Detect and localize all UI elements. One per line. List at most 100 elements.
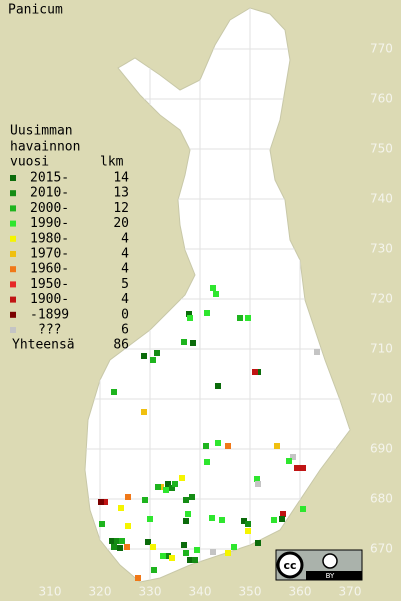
record-square [245,521,251,527]
legend-swatch [10,235,16,242]
record-square [254,476,260,482]
by-icon [322,553,338,569]
cc-icon [276,551,304,579]
record-square [117,545,123,551]
legend-count: 13 [113,186,129,201]
legend-count: 6 [121,323,129,338]
x-tick-label: 370 [339,585,362,599]
record-square [102,499,108,505]
record-square [169,485,175,491]
record-square [183,497,189,503]
y-tick-label: 730 [370,242,393,256]
record-square [125,523,131,529]
record-square [114,538,120,544]
record-square [150,357,156,363]
legend-count: 5 [121,277,129,292]
record-square [192,557,198,563]
record-square [181,339,187,345]
record-square [98,499,104,505]
record-square [290,454,296,460]
record-square [111,389,117,395]
record-square [225,550,231,556]
record-square [150,544,156,550]
record-square [118,505,124,511]
record-square [186,311,192,317]
record-square [187,315,193,321]
record-square [172,481,178,487]
legend-count: 14 [113,171,129,186]
y-tick-label: 740 [370,192,393,206]
x-tick-label: 340 [189,585,212,599]
legend-label: 2015- [30,171,69,186]
record-square [203,443,209,449]
y-tick-label: 690 [370,442,393,456]
record-square [165,553,171,559]
license-badge: cc BY [275,549,363,581]
by-text: BY [326,572,335,580]
record-square [237,315,243,321]
record-square [314,349,320,355]
record-square [141,409,147,415]
record-square [187,557,193,563]
record-square [119,538,125,544]
record-square [215,383,221,389]
legend-count: 4 [121,247,129,262]
legend-swatch [10,311,16,318]
title: Panicum [8,3,63,18]
record-square [189,494,195,500]
legend-count: 4 [121,262,129,277]
y-tick-label: 700 [370,392,393,406]
record-square [185,511,191,517]
record-square [165,481,171,487]
record-square [109,538,115,544]
legend-label: 2010- [30,186,69,201]
x-tick-label: 330 [139,585,162,599]
legend-heading: vuosi [10,155,49,170]
badge-strip [306,571,362,580]
record-square [279,516,285,522]
legend-swatch [10,266,16,273]
x-tick-label: 320 [89,585,112,599]
record-square [183,550,189,556]
legend: Uusimman havainnon vuosi lkm Yhteensä 86… [10,124,129,353]
record-square [294,465,300,471]
record-square [142,497,148,503]
legend-label: 1970- [30,247,69,262]
y-tick-label: 680 [370,492,393,506]
record-square [125,494,131,500]
record-square [204,459,210,465]
record-square [209,515,215,521]
legend-swatch [10,296,16,303]
legend-heading: havainnon [10,140,80,155]
record-square [300,465,306,471]
legend-count: 4 [121,231,129,246]
total: 86 [113,338,129,353]
y-tick-label: 720 [370,292,393,306]
y-tick-label: 670 [370,542,393,556]
record-square [181,542,187,548]
record-square [245,528,251,534]
record-square [210,285,216,291]
record-square [300,506,306,512]
record-square [252,369,258,375]
record-square [147,516,153,522]
x-tick-label: 360 [289,585,312,599]
legend-count: 0 [121,307,129,322]
record-square [231,544,237,550]
y-tick-label: 760 [370,92,393,106]
record-square [145,539,151,545]
legend-count: 20 [113,216,129,231]
record-square [194,547,200,553]
record-square [141,353,147,359]
record-square [241,518,247,524]
record-square [255,540,261,546]
legend-label: ??? [38,323,61,338]
record-square [190,340,196,346]
record-square [154,350,160,356]
x-tick-label: 350 [239,585,262,599]
record-square [135,575,141,581]
record-square [111,544,117,550]
record-square [280,511,286,517]
record-square [215,440,221,446]
